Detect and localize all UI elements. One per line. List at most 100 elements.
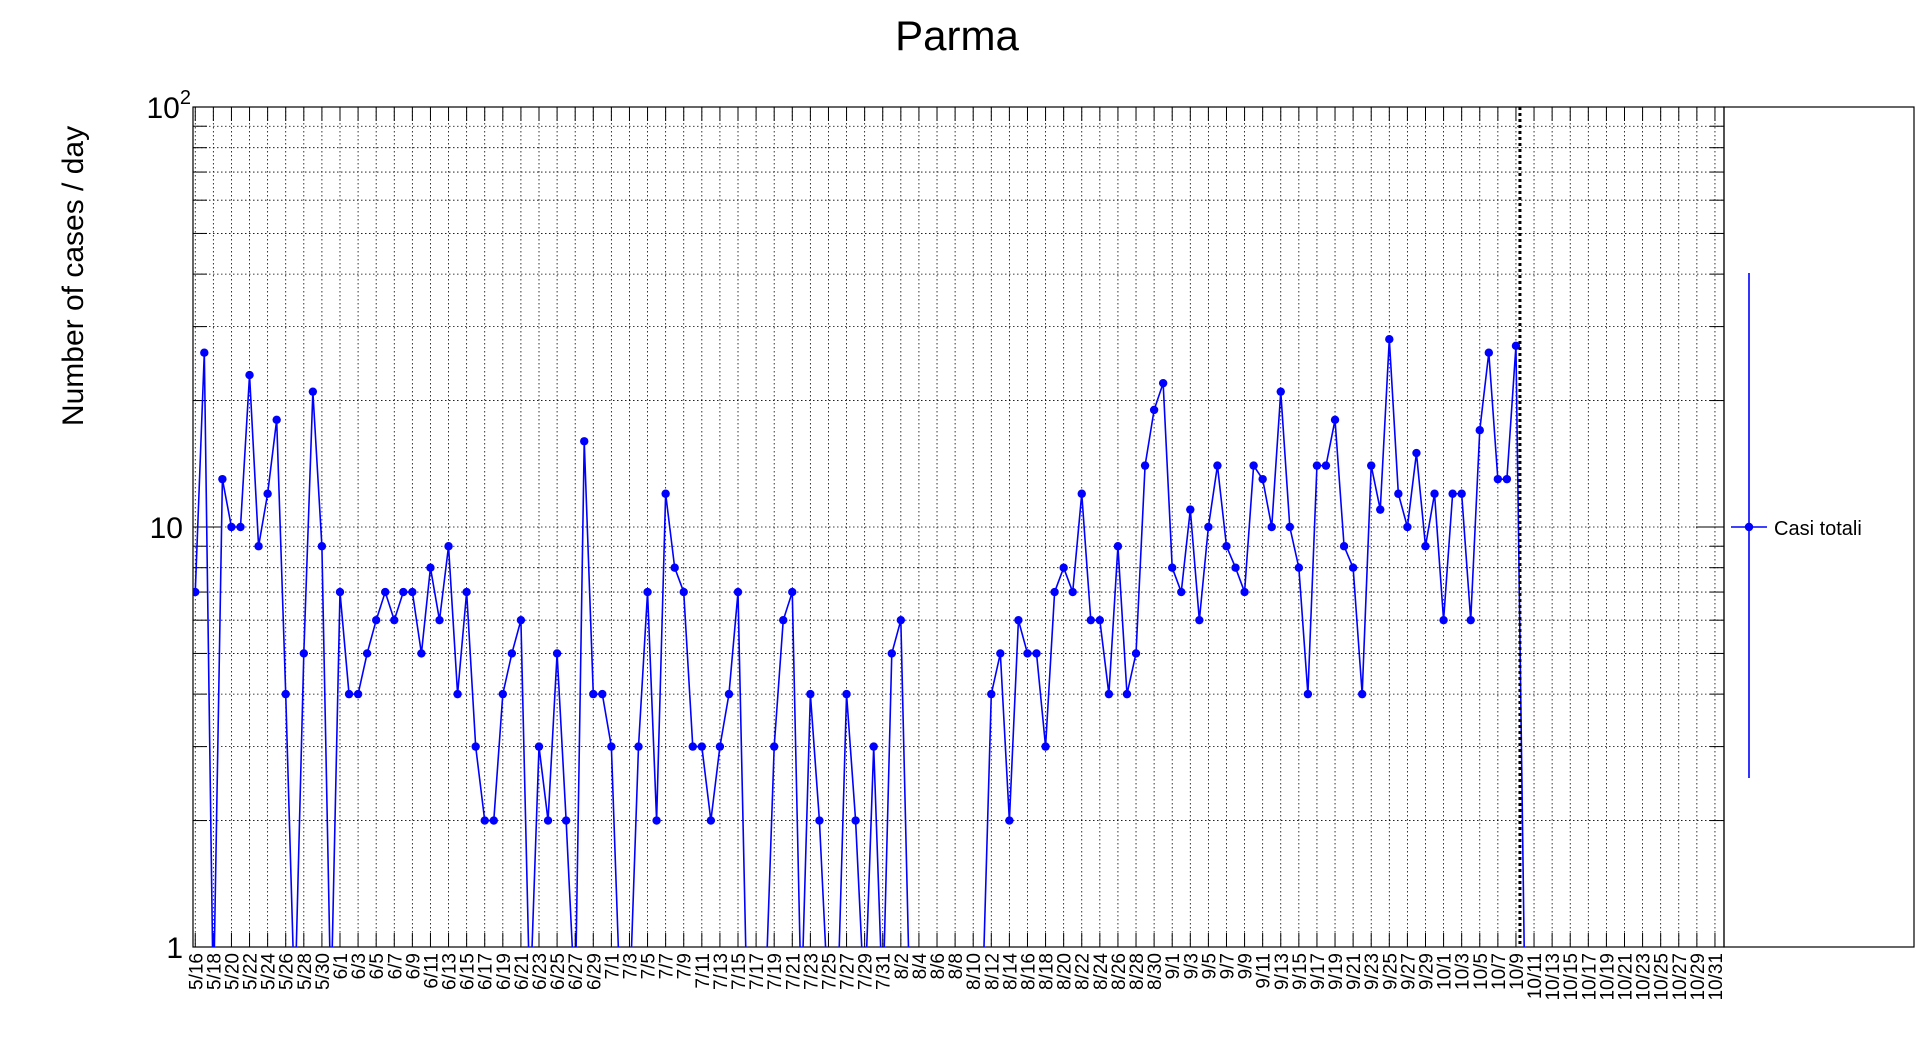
data-point xyxy=(471,742,480,751)
data-point xyxy=(193,587,200,597)
data-point xyxy=(724,689,734,699)
x-tick-label: 9/19 xyxy=(1326,953,1347,990)
data-point xyxy=(561,816,571,825)
data-point xyxy=(498,689,508,699)
data-point xyxy=(1122,689,1132,699)
x-tick-label: 7/29 xyxy=(856,953,877,990)
data-point xyxy=(1222,542,1231,551)
x-tick-label: 8/6 xyxy=(928,953,949,979)
data-point xyxy=(408,587,417,597)
x-tick-label: 6/1 xyxy=(331,953,352,979)
data-point xyxy=(806,689,815,699)
x-tick-label: 9/21 xyxy=(1344,953,1365,990)
x-tick-label: 8/30 xyxy=(1145,953,1166,990)
x-tick-label: 9/29 xyxy=(1416,953,1437,990)
data-point xyxy=(1285,522,1295,532)
data-point xyxy=(1330,415,1340,424)
x-tick-label: 8/12 xyxy=(982,953,1003,990)
data-point xyxy=(1104,689,1114,699)
data-point xyxy=(417,649,426,658)
data-point xyxy=(1050,587,1059,597)
data-point xyxy=(779,615,788,625)
x-tick-label: 6/25 xyxy=(548,953,569,990)
data-point xyxy=(1339,542,1349,551)
data-point xyxy=(1502,474,1512,484)
x-tick-label: 6/9 xyxy=(403,953,424,979)
x-tick-label: 6/21 xyxy=(512,953,533,990)
x-tick-label: 6/19 xyxy=(494,953,515,990)
x-tick-label: 10/1 xyxy=(1435,953,1456,990)
x-tick-label: 10/13 xyxy=(1543,953,1564,1001)
data-point xyxy=(1448,489,1457,498)
x-tick-label: 6/11 xyxy=(421,953,442,989)
data-point xyxy=(652,816,661,825)
data-point xyxy=(815,816,824,825)
x-tick-label: 8/4 xyxy=(910,953,931,980)
data-point xyxy=(1376,505,1385,514)
data-point xyxy=(661,489,670,498)
data-point xyxy=(1023,649,1032,658)
x-tick-label: 10/5 xyxy=(1471,953,1492,990)
data-point xyxy=(1430,489,1439,498)
series-line xyxy=(194,339,1525,947)
legend-frame xyxy=(1723,106,1915,948)
data-point xyxy=(1041,742,1050,751)
data-point xyxy=(1294,563,1304,572)
data-point xyxy=(1077,489,1086,498)
data-point xyxy=(507,649,517,658)
x-tick-label: 9/27 xyxy=(1398,953,1419,990)
data-point xyxy=(1267,522,1276,532)
data-point xyxy=(272,415,281,424)
data-point xyxy=(1213,461,1222,470)
data-point xyxy=(1466,615,1475,625)
data-point xyxy=(236,522,245,532)
data-point xyxy=(987,689,996,699)
data-point xyxy=(1168,563,1177,572)
data-point xyxy=(552,649,562,658)
legend-label: Casi totali xyxy=(1774,518,1862,540)
x-tick-label: 8/26 xyxy=(1109,953,1130,990)
data-point xyxy=(371,615,381,625)
data-point xyxy=(1421,542,1430,551)
data-point xyxy=(670,563,679,572)
data-point xyxy=(607,742,616,751)
x-tick-label: 9/25 xyxy=(1380,953,1401,990)
data-point xyxy=(1149,405,1159,415)
x-tick-label: 6/27 xyxy=(566,953,587,990)
data-point xyxy=(1086,615,1095,625)
data-point xyxy=(1385,334,1394,344)
x-tick-label: 6/23 xyxy=(530,953,551,990)
data-point xyxy=(263,489,272,498)
data-point xyxy=(996,649,1005,658)
data-point xyxy=(1195,615,1204,625)
x-tick-label: 10/27 xyxy=(1670,953,1691,1001)
data-point xyxy=(1131,649,1141,658)
x-tick-label: 10/23 xyxy=(1634,953,1655,1001)
y-tick-label: 102 xyxy=(147,87,192,125)
data-point xyxy=(1177,587,1186,597)
x-tick-label: 9/1 xyxy=(1163,953,1184,979)
data-point xyxy=(399,587,408,597)
data-point xyxy=(688,742,697,751)
x-tick-label: 7/3 xyxy=(620,953,641,979)
data-point xyxy=(1140,461,1150,470)
data-point xyxy=(1095,615,1105,625)
y-tick-label: 1 xyxy=(166,932,183,965)
data-point xyxy=(1312,461,1322,470)
data-point xyxy=(453,689,462,699)
data-point xyxy=(580,437,589,446)
x-tick-label: 10/21 xyxy=(1615,953,1636,1001)
x-tick-label: 10/15 xyxy=(1561,953,1582,1001)
data-point xyxy=(1059,563,1068,572)
data-point xyxy=(733,587,743,597)
x-tick-label: 6/3 xyxy=(349,953,370,979)
data-point xyxy=(444,542,453,551)
data-point xyxy=(489,816,498,825)
x-tick-label: 9/5 xyxy=(1199,953,1220,979)
x-tick-label: 8/14 xyxy=(1000,953,1021,990)
series-group xyxy=(193,334,1525,947)
data-point xyxy=(715,742,725,751)
x-tick-label: 7/31 xyxy=(874,953,895,990)
x-tick-label: 6/7 xyxy=(385,953,406,979)
